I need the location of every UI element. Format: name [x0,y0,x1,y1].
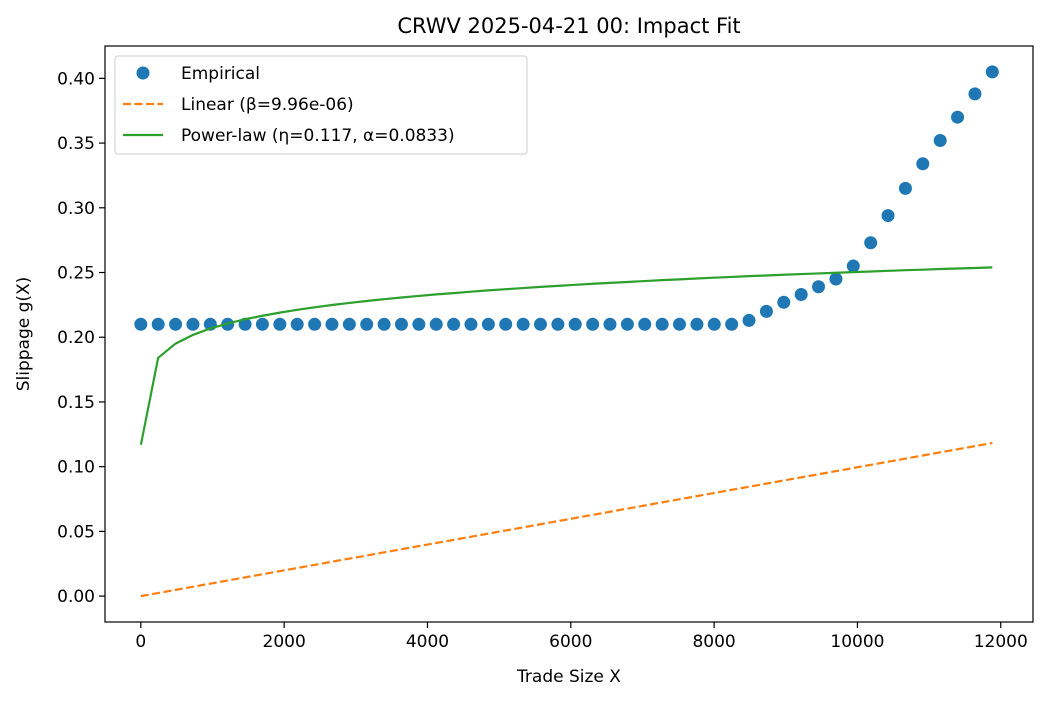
empirical-point [881,209,895,223]
x-axis-label: Trade Size X [516,667,621,687]
legend-entry-linear: Linear (β=9.96e-06) [181,95,354,115]
empirical-point [342,317,356,331]
empirical-point [898,181,912,195]
y-tick-label: 0.20 [57,328,95,348]
y-tick-label: 0.05 [57,522,95,542]
empirical-point [968,87,982,101]
empirical-point [916,157,930,171]
empirical-point [290,317,304,331]
x-tick-label: 8000 [692,632,735,652]
legend-box [114,55,528,155]
empirical-point [742,313,756,327]
empirical-point [690,317,704,331]
x-tick-label: 2000 [263,632,306,652]
y-tick-label: 0.10 [57,458,95,478]
y-axis: 0.00 0.05 0.10 0.15 0.20 0.25 0.30 0.35 0.40 [57,69,105,607]
empirical-point [186,317,200,331]
x-axis: 0 2000 4000 6000 8000 10000 12000 [135,622,1028,652]
empirical-point [533,317,547,331]
empirical-point [464,317,478,331]
empirical-point [481,317,495,331]
legend-entry-power-law: Power-law (η=0.117, α=0.0833) [181,126,455,146]
linear-fit-line [140,441,993,598]
empirical-point [829,272,843,286]
x-tick-label: 6000 [549,632,592,652]
y-axis-label: Slippage g(X) [14,277,34,392]
y-tick-label: 0.30 [57,199,95,219]
empirical-point [134,317,148,331]
empirical-point [759,304,773,318]
empirical-point [864,236,878,250]
empirical-point [551,317,565,331]
plot-frame [104,45,1034,623]
empirical-point [638,317,652,331]
empirical-point [151,317,165,331]
empirical-point [846,259,860,273]
empirical-point [933,133,947,147]
empirical-point [360,317,374,331]
legend: Empirical Linear (β=9.96e-06) Power-law (η… [114,55,528,155]
empirical-point [603,317,617,331]
empirical-point [255,317,269,331]
legend-marker-empirical [136,66,150,80]
y-tick-label: 0.15 [57,393,95,413]
x-tick-label: 10000 [830,632,884,652]
empirical-point [812,280,826,294]
y-tick-label: 0.00 [57,587,95,607]
empirical-point [308,317,322,331]
empirical-point [673,317,687,331]
empirical-point [499,317,513,331]
empirical-point [169,317,183,331]
empirical-point [985,65,999,79]
empirical-point [412,317,426,331]
plot-area [134,65,999,598]
x-tick-label: 4000 [406,632,449,652]
y-tick-label: 0.40 [57,69,95,89]
empirical-point [429,317,443,331]
empirical-point [620,317,634,331]
empirical-point [516,317,530,331]
y-tick-label: 0.25 [57,264,95,284]
empirical-point [394,317,408,331]
empirical-point [951,110,965,124]
empirical-point [273,317,287,331]
empirical-point [377,317,391,331]
x-tick-label: 0 [135,632,146,652]
empirical-point [777,295,791,309]
x-tick-label: 12000 [974,632,1028,652]
empirical-point [707,317,721,331]
empirical-point [794,288,808,302]
empirical-point [447,317,461,331]
legend-entry-empirical: Empirical [181,64,260,84]
empirical-point [655,317,669,331]
y-tick-label: 0.35 [57,134,95,154]
empirical-point [325,317,339,331]
empirical-point [725,317,739,331]
chart-title: CRWV 2025-04-21 00: Impact Fit [397,14,740,38]
empirical-point [586,317,600,331]
power-law-fit-line [139,266,993,445]
empirical-point [568,317,582,331]
